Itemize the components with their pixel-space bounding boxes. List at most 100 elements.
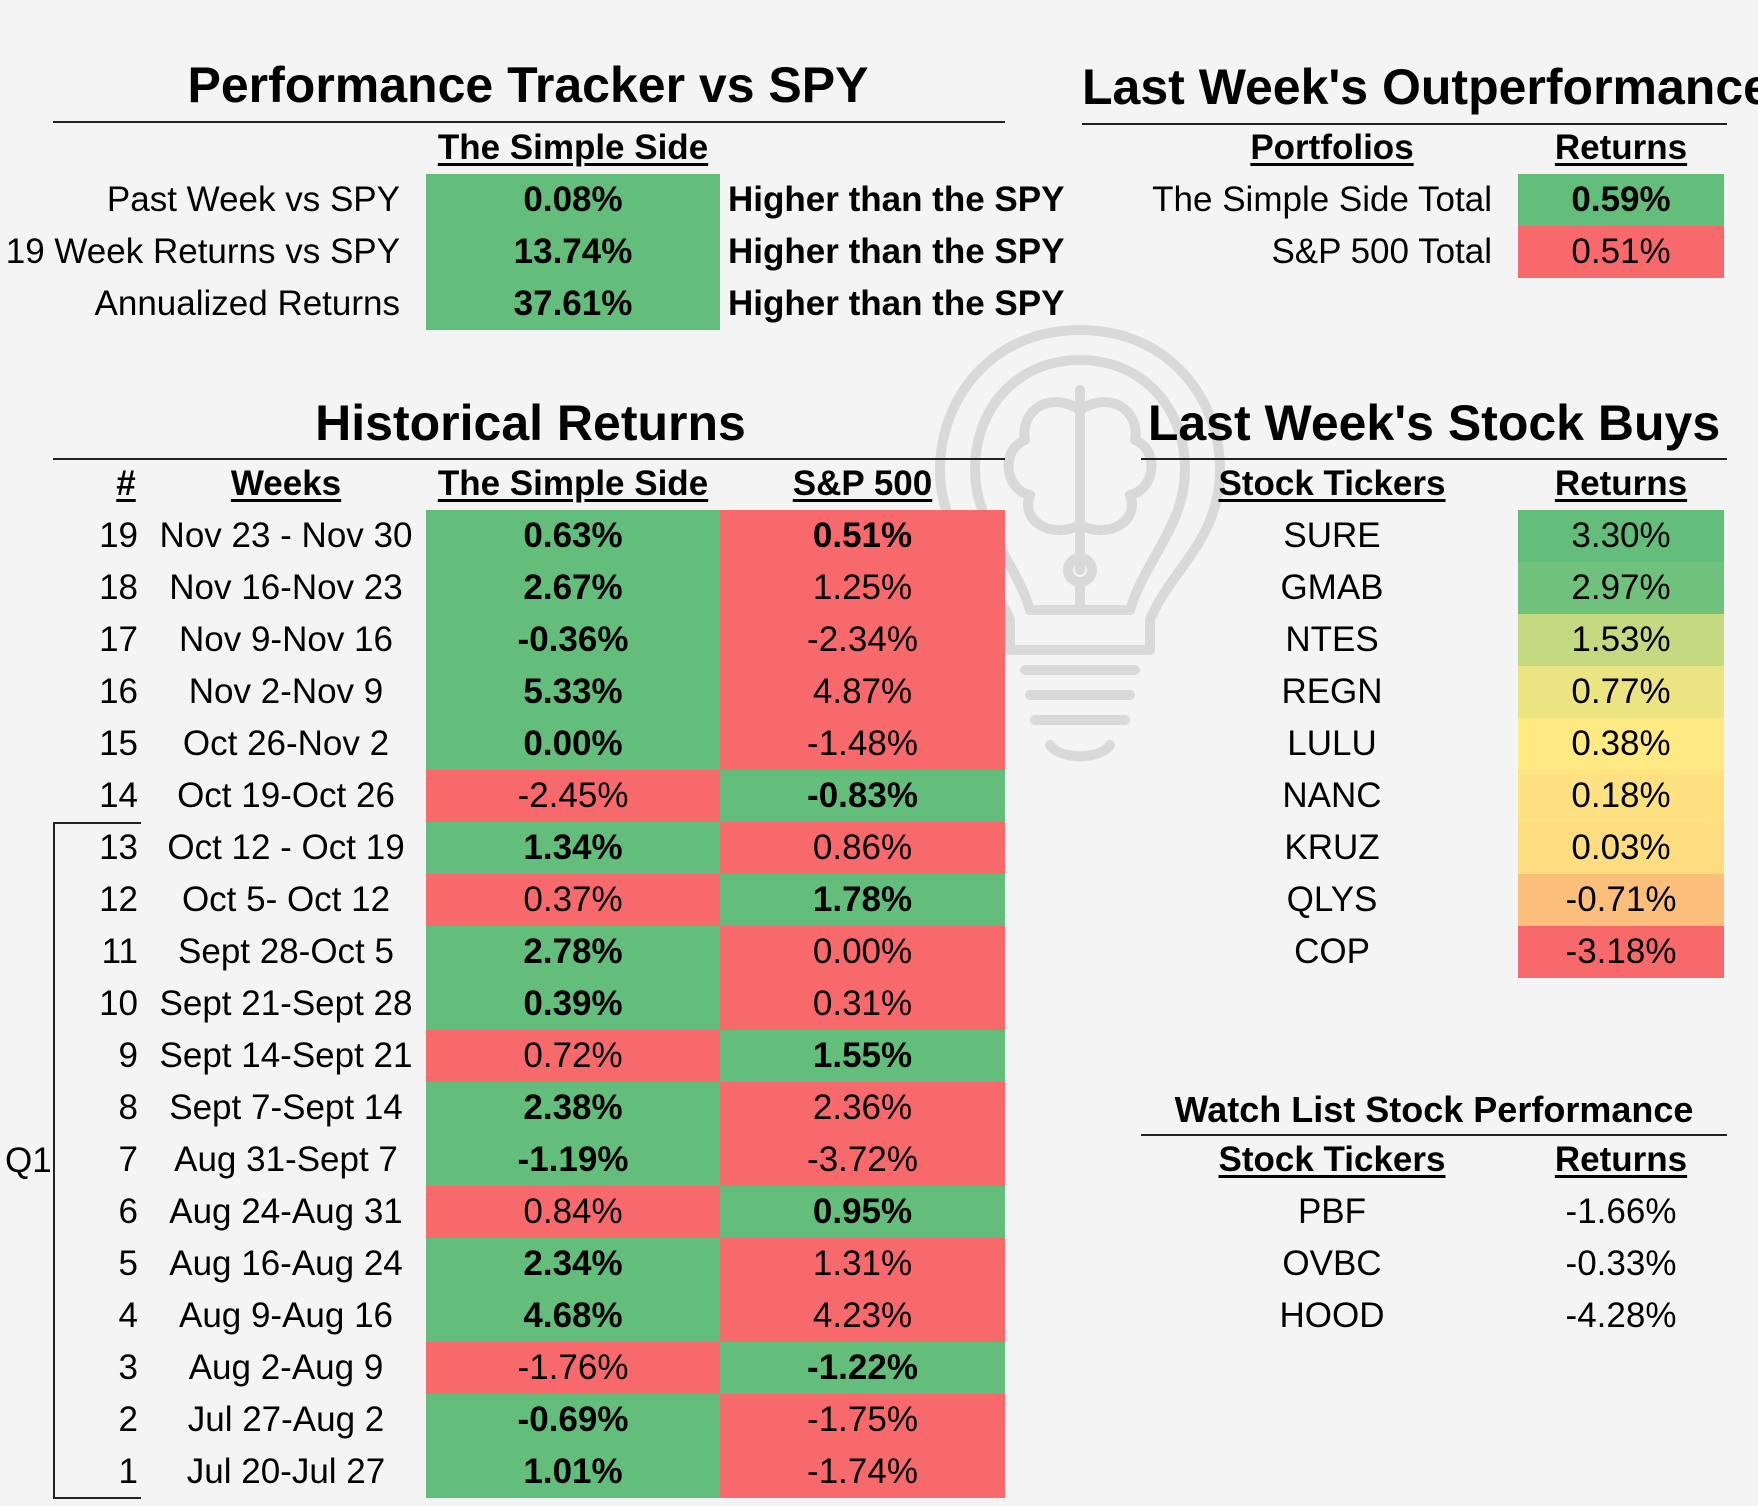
historical-row-num: 3 [118, 1348, 138, 1387]
historical-row-sp: 0.86% [720, 822, 1005, 874]
performance-row-value: 0.08% [426, 174, 720, 226]
historical-row-sp: 2.36% [720, 1082, 1005, 1134]
historical-row-num: 8 [118, 1088, 138, 1127]
performance-row-note: Higher than the SPY [728, 232, 1065, 271]
historical-row-simple: 4.68% [426, 1290, 720, 1342]
historical-row-sp: 0.31% [720, 978, 1005, 1030]
buys-row-ticker: NTES [1285, 620, 1379, 659]
historical-row-simple: 2.38% [426, 1082, 720, 1134]
historical-row-sp: -1.48% [720, 718, 1005, 770]
historical-row-simple: 5.33% [426, 666, 720, 718]
historical-row-weeks: Aug 24-Aug 31 [169, 1192, 403, 1231]
historical-row-simple: -1.76% [426, 1342, 720, 1394]
watchlist-row-value: -0.33% [1565, 1244, 1677, 1283]
historical-row-weeks: Oct 12 - Oct 19 [167, 828, 405, 867]
historical-title: Historical Returns [315, 395, 746, 451]
historical-row-num: 17 [99, 620, 138, 659]
historical-header-weeks: Weeks [230, 464, 342, 503]
historical-row-simple: -0.36% [426, 614, 720, 666]
historical-row-num: 15 [99, 724, 138, 763]
historical-row-weeks: Sept 21-Sept 28 [159, 984, 413, 1023]
historical-row-sp: 4.87% [720, 666, 1005, 718]
buys-row-ticker: GMAB [1280, 568, 1384, 607]
outperformance-row-name: S&P 500 Total [1271, 232, 1492, 271]
historical-row-simple: 2.67% [426, 562, 720, 614]
performance-row-label: 19 Week Returns vs SPY [5, 232, 400, 271]
performance-row-value: 37.61% [426, 278, 720, 330]
performance-row-value: 13.74% [426, 226, 720, 278]
historical-row-simple: -2.45% [426, 770, 720, 822]
historical-row-sp: -1.74% [720, 1446, 1005, 1498]
historical-row-weeks: Nov 9-Nov 16 [179, 620, 393, 659]
historical-row-sp: -3.72% [720, 1134, 1005, 1186]
buys-row-ticker: REGN [1281, 672, 1383, 711]
historical-row-weeks: Sept 28-Oct 5 [178, 932, 394, 971]
historical-row-num: 16 [99, 672, 138, 711]
historical-row-weeks: Aug 9-Aug 16 [178, 1296, 394, 1335]
historical-row-weeks: Aug 16-Aug 24 [169, 1244, 403, 1283]
performance-row-note: Higher than the SPY [728, 284, 1065, 323]
historical-row-weeks: Jul 20-Jul 27 [186, 1452, 386, 1491]
buys-row-value: 0.77% [1518, 666, 1724, 718]
buys-row-ticker: NANC [1282, 776, 1382, 815]
historical-row-num: 6 [118, 1192, 138, 1231]
outperformance-title: Last Week's Outperformance [1082, 59, 1758, 115]
historical-row-num: 13 [99, 828, 138, 867]
outperformance-title-rule [1082, 123, 1727, 125]
watchlist-header-returns: Returns [1554, 1140, 1688, 1179]
watchlist-row-value: -4.28% [1565, 1296, 1677, 1335]
buys-row-ticker: LULU [1287, 724, 1377, 763]
q1-label: Q1 [5, 1141, 52, 1180]
historical-row-sp: -0.83% [720, 770, 1005, 822]
historical-row-num: 12 [99, 880, 138, 919]
historical-row-num: 19 [99, 516, 138, 555]
historical-row-simple: 0.63% [426, 510, 720, 562]
historical-row-sp: -1.22% [720, 1342, 1005, 1394]
historical-row-weeks: Aug 31-Sept 7 [174, 1140, 398, 1179]
buys-title-rule [1141, 458, 1727, 460]
historical-row-weeks: Sept 7-Sept 14 [169, 1088, 403, 1127]
historical-row-num: 5 [118, 1244, 138, 1283]
q1-bracket [53, 822, 141, 1499]
outperformance-header-returns: Returns [1554, 128, 1688, 167]
historical-row-num: 9 [118, 1036, 138, 1075]
historical-header-sp: S&P 500 [792, 464, 933, 503]
watchlist-row-value: -1.66% [1565, 1192, 1677, 1231]
historical-row-simple: 0.00% [426, 718, 720, 770]
historical-row-weeks: Nov 2-Nov 9 [188, 672, 384, 711]
buys-row-ticker: QLYS [1286, 880, 1378, 919]
historical-row-weeks: Aug 2-Aug 9 [188, 1348, 384, 1387]
historical-row-sp: 1.55% [720, 1030, 1005, 1082]
lightbulb-brain-icon [935, 325, 1225, 762]
performance-header-simple: The Simple Side [437, 128, 709, 167]
performance-title-rule [53, 121, 1005, 123]
performance-row-label: Past Week vs SPY [106, 180, 400, 219]
historical-header-num: # [116, 464, 136, 503]
historical-row-weeks: Jul 27-Aug 2 [187, 1400, 385, 1439]
historical-row-weeks: Nov 16-Nov 23 [169, 568, 403, 607]
buys-row-value: 3.30% [1518, 510, 1724, 562]
watchlist-row-ticker: PBF [1297, 1192, 1367, 1231]
watchlist-header-tickers: Stock Tickers [1218, 1140, 1446, 1179]
buys-row-ticker: COP [1294, 932, 1370, 971]
historical-row-simple: 1.34% [426, 822, 720, 874]
historical-row-simple: 2.78% [426, 926, 720, 978]
buys-row-value: 1.53% [1518, 614, 1724, 666]
historical-row-sp: 1.78% [720, 874, 1005, 926]
historical-row-weeks: Oct 19-Oct 26 [177, 776, 395, 815]
buys-header-tickers: Stock Tickers [1218, 464, 1446, 503]
watchlist-title-rule [1141, 1134, 1727, 1136]
watchlist-title: Watch List Stock Performance [1174, 1089, 1694, 1130]
historical-row-simple: 0.39% [426, 978, 720, 1030]
watchlist-row-ticker: HOOD [1279, 1296, 1385, 1335]
watchlist-row-ticker: OVBC [1282, 1244, 1382, 1283]
performance-row-note: Higher than the SPY [728, 180, 1065, 219]
buys-row-value: 2.97% [1518, 562, 1724, 614]
buys-row-value: -0.71% [1518, 874, 1724, 926]
historical-row-num: 11 [101, 932, 138, 971]
historical-row-num: 7 [118, 1140, 138, 1179]
historical-row-simple: -1.19% [426, 1134, 720, 1186]
historical-row-simple: -0.69% [426, 1394, 720, 1446]
outperformance-header-portfolios: Portfolios [1250, 128, 1414, 167]
historical-row-num: 10 [99, 984, 138, 1023]
